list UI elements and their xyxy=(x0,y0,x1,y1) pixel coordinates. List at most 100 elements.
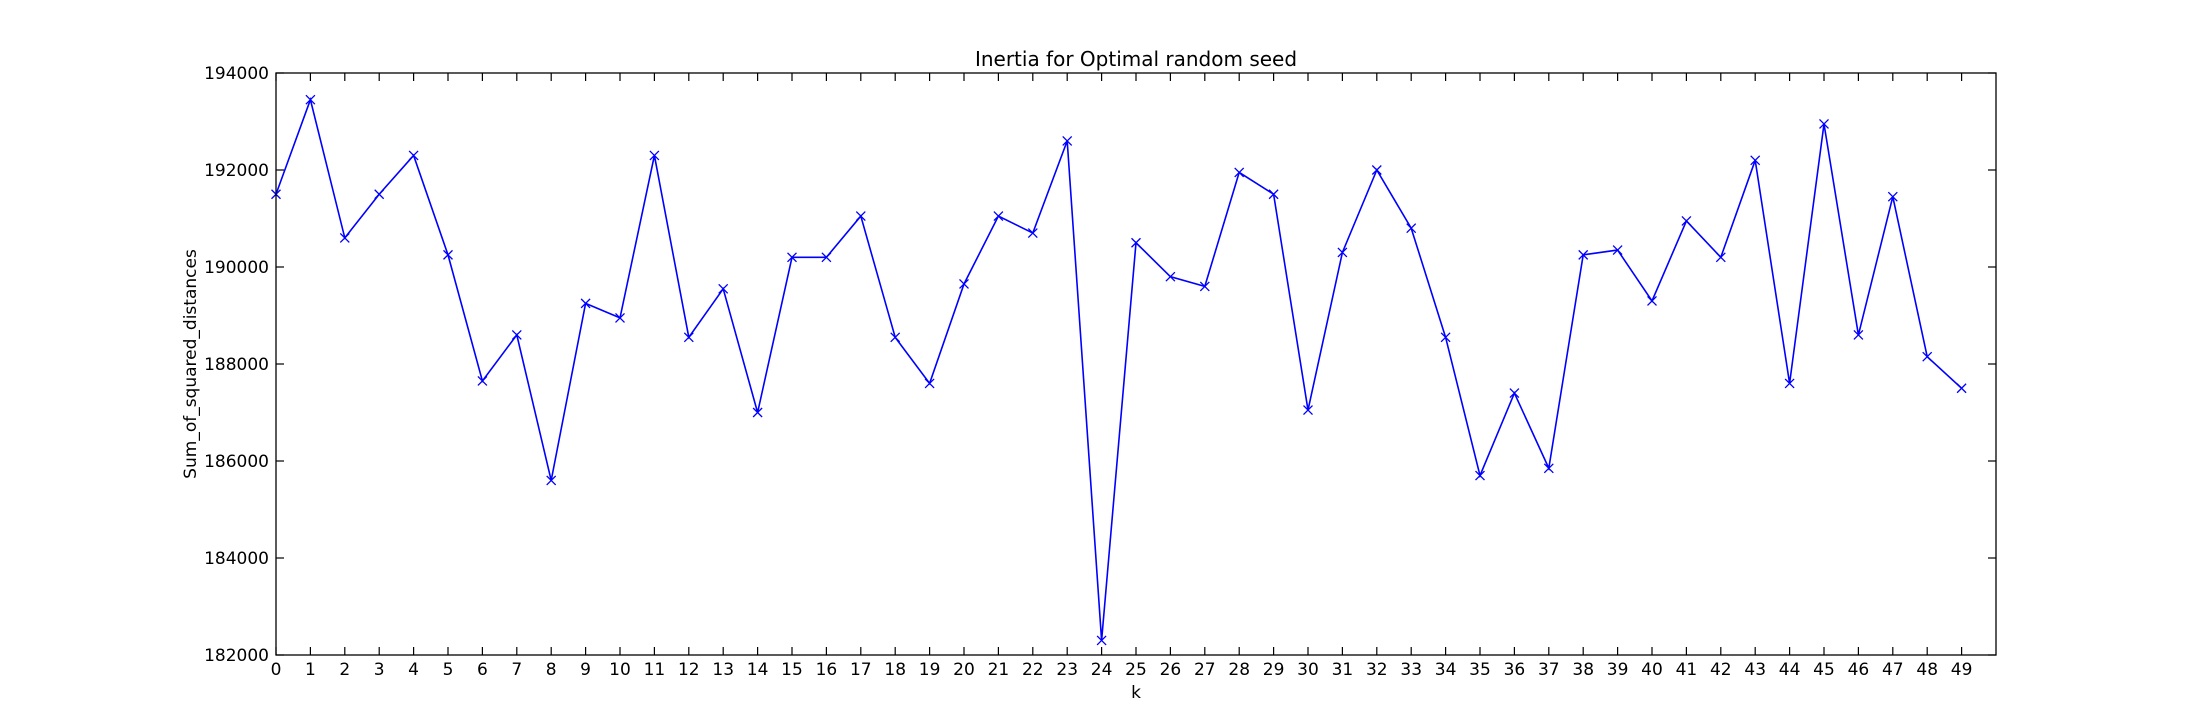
data-point-marker xyxy=(1303,405,1313,416)
x-tick-label: 11 xyxy=(644,660,666,680)
x-tick-label: 23 xyxy=(1056,660,1078,680)
data-point-marker xyxy=(924,378,935,389)
data-point-marker xyxy=(890,332,901,343)
x-tick-label: 38 xyxy=(1572,660,1594,680)
data-point-marker xyxy=(580,298,591,309)
data-point-marker xyxy=(718,283,729,294)
data-point-marker xyxy=(305,94,316,105)
x-tick-label: 36 xyxy=(1504,660,1526,680)
data-point-marker xyxy=(683,332,694,343)
data-point-marker xyxy=(1956,383,1967,394)
y-axis-label: Sum_of_squared_distances xyxy=(181,249,201,479)
plot-area-frame xyxy=(275,72,1997,656)
data-point-marker xyxy=(1681,215,1692,226)
data-point-marker xyxy=(855,211,866,222)
x-tick-label: 27 xyxy=(1194,660,1216,680)
x-tick-label: 37 xyxy=(1538,660,1560,680)
x-tick-label: 44 xyxy=(1779,660,1801,680)
data-point-marker xyxy=(615,312,625,323)
x-tick-label: 10 xyxy=(609,660,631,680)
data-point-marker xyxy=(1131,237,1141,248)
x-tick-label: 6 xyxy=(477,660,488,680)
x-tick-label: 47 xyxy=(1882,660,1904,680)
x-tick-label: 34 xyxy=(1435,660,1457,680)
x-tick-label: 8 xyxy=(546,660,557,680)
series-line xyxy=(275,96,1963,641)
x-tick-label: 13 xyxy=(712,660,734,680)
data-point-marker xyxy=(1165,271,1176,282)
data-point-marker xyxy=(1199,281,1210,292)
data-point-marker xyxy=(408,150,419,161)
x-tick-label: 19 xyxy=(919,660,941,680)
data-point-marker xyxy=(1440,332,1451,343)
data-point-marker xyxy=(1784,378,1795,389)
x-tick-label: 33 xyxy=(1400,660,1422,680)
data-point-marker xyxy=(959,279,969,289)
x-tick-label: 28 xyxy=(1228,660,1250,680)
data-point-marker xyxy=(752,407,763,418)
data-point-marker xyxy=(1543,463,1554,474)
data-point-marker xyxy=(374,189,385,200)
x-tick-label: 48 xyxy=(1916,660,1938,680)
x-tick-label: 7 xyxy=(511,660,522,680)
data-point-marker xyxy=(1578,249,1589,260)
y-tick-label: 192000 xyxy=(204,161,269,181)
x-tick-label: 20 xyxy=(953,660,975,680)
y-tick-label: 190000 xyxy=(204,258,269,278)
x-tick-label: 3 xyxy=(374,660,385,680)
data-point-marker xyxy=(477,376,488,386)
data-point-marker xyxy=(1371,165,1382,175)
data-point-marker xyxy=(1406,223,1417,234)
x-tick-label: 21 xyxy=(988,660,1010,680)
y-tick-label: 186000 xyxy=(204,452,269,472)
x-tick-label: 43 xyxy=(1744,660,1766,680)
x-tick-label: 9 xyxy=(580,660,591,680)
x-tick-label: 1 xyxy=(305,660,316,680)
x-tick-label: 49 xyxy=(1951,660,1973,680)
data-point-markers xyxy=(271,94,1967,646)
data-point-marker xyxy=(993,211,1004,222)
x-axis-label: k xyxy=(1131,683,1141,703)
x-tick-label: 2 xyxy=(339,660,350,680)
data-point-marker xyxy=(1337,247,1348,258)
data-point-marker xyxy=(821,252,832,263)
data-point-marker xyxy=(1887,191,1898,202)
data-point-marker xyxy=(443,249,453,260)
x-tick-label: 46 xyxy=(1848,660,1870,680)
x-tick-label: 12 xyxy=(678,660,700,680)
x-tick-label: 18 xyxy=(884,660,906,680)
data-point-marker xyxy=(546,475,557,486)
data-point-marker xyxy=(1027,228,1038,239)
x-tick-label: 25 xyxy=(1125,660,1147,680)
data-point-marker xyxy=(787,252,797,263)
x-tick-label: 41 xyxy=(1676,660,1698,680)
y-tick-label: 182000 xyxy=(204,646,269,666)
data-point-marker xyxy=(1268,189,1279,200)
x-tick-label: 24 xyxy=(1091,660,1113,680)
x-tick-label: 22 xyxy=(1022,660,1044,680)
x-tick-label: 32 xyxy=(1366,660,1388,680)
chart-title: Inertia for Optimal random seed xyxy=(975,47,1297,71)
data-point-marker xyxy=(1922,351,1933,362)
x-tick-label: 31 xyxy=(1332,660,1354,680)
data-point-marker xyxy=(1096,635,1107,646)
data-point-marker xyxy=(339,232,350,243)
data-point-marker xyxy=(1062,135,1073,146)
y-tick-label: 184000 xyxy=(204,549,269,569)
x-tick-label: 16 xyxy=(816,660,838,680)
x-tick-label: 39 xyxy=(1607,660,1629,680)
x-tick-label: 14 xyxy=(747,660,769,680)
x-tick-label: 17 xyxy=(850,660,872,680)
x-tick-label: 0 xyxy=(271,660,282,680)
data-point-marker xyxy=(1234,167,1245,178)
data-point-marker xyxy=(1715,252,1726,263)
data-point-marker xyxy=(511,329,522,340)
data-point-marker xyxy=(1819,118,1829,129)
x-tick-label: 35 xyxy=(1469,660,1491,680)
data-point-marker xyxy=(1612,245,1623,255)
data-point-marker xyxy=(1475,470,1485,481)
data-point-marker xyxy=(649,150,660,161)
data-point-marker xyxy=(1750,155,1761,166)
